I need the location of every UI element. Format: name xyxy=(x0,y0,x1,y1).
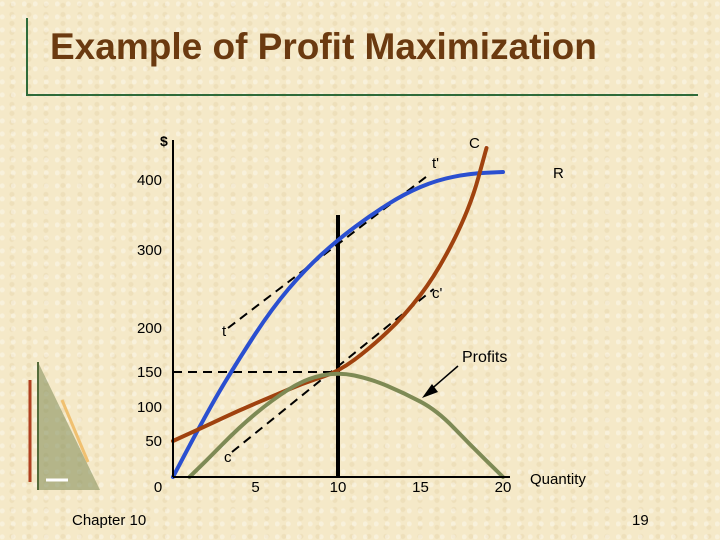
y-tick-label: 100 xyxy=(137,399,162,416)
label-t-prime: t' xyxy=(432,155,439,172)
page-number: 19 xyxy=(632,512,649,529)
y-tick-label: 150 xyxy=(137,364,162,381)
slide-title: Example of Profit Maximization xyxy=(50,26,597,67)
revenue-curve xyxy=(171,170,505,479)
y-tick-label: 400 xyxy=(137,172,162,189)
label-R: R xyxy=(553,165,564,182)
x-tick-labels: 0 5 10 15 20 xyxy=(154,479,512,496)
cost-curve xyxy=(171,146,489,443)
label-c-prime: c' xyxy=(432,285,443,302)
x-tick-label: 5 xyxy=(251,479,259,496)
profit-curve xyxy=(187,371,505,479)
profits-arrow xyxy=(422,365,459,398)
title-underline xyxy=(26,94,698,96)
profits-label: Profits xyxy=(462,349,507,366)
label-C: C xyxy=(469,135,480,152)
triangle-icon xyxy=(28,362,100,490)
label-t: t xyxy=(222,323,227,340)
y-tick-label: 50 xyxy=(145,433,162,450)
y-tick-label: 200 xyxy=(137,320,162,337)
tangent-line-c xyxy=(231,288,435,453)
y-tick-labels: 50 100 150 200 300 400 xyxy=(137,172,162,450)
label-c: c xyxy=(224,449,232,466)
chapter-label: Chapter 10 xyxy=(72,512,147,529)
x-tick-label: 20 xyxy=(495,479,512,496)
x-axis-label: Quantity xyxy=(530,471,586,488)
series-layer xyxy=(171,146,505,479)
y-tick-label: 300 xyxy=(137,242,162,259)
title-left-rule xyxy=(26,18,28,96)
y-axis-label: $ xyxy=(160,133,168,149)
x-tick-label: 15 xyxy=(412,479,429,496)
x-tick-label: 0 xyxy=(154,479,162,496)
x-tick-label: 10 xyxy=(330,479,347,496)
